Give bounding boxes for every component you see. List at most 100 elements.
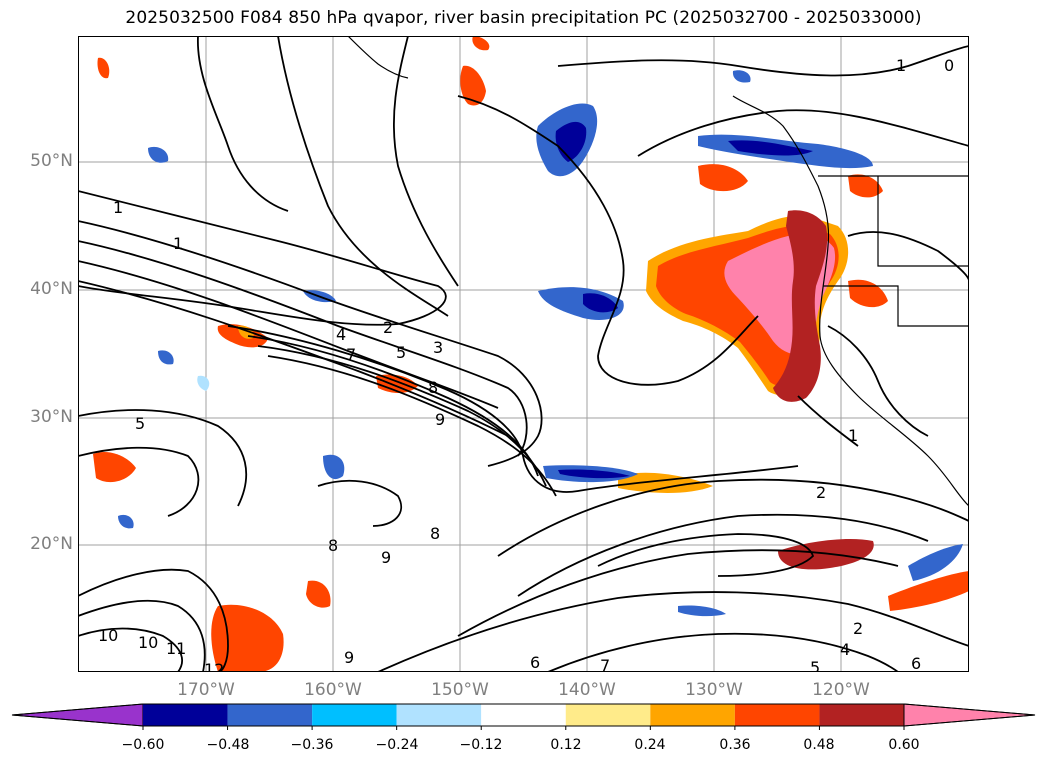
contour-label: 9 <box>435 410 446 429</box>
precip-patch <box>472 36 490 51</box>
lon-label: 160°W <box>304 680 362 700</box>
colorbar-cell <box>143 704 228 726</box>
colorbar-tick: 0.36 <box>719 737 751 753</box>
contour-label: 5 <box>396 343 407 362</box>
colorbar-cell <box>481 704 566 726</box>
lat-label: 20°N <box>30 534 73 554</box>
contour-label: 1 <box>896 56 907 75</box>
colorbar <box>11 703 1036 730</box>
colorbar-tick: 0.12 <box>550 737 582 753</box>
contour-label: 7 <box>600 656 611 672</box>
coastline-north-america <box>732 95 969 507</box>
contour-label: 5 <box>135 414 146 433</box>
map-panel: 0 1 1 1 1 2 2 2 3 4 4 5 5 5 6 6 7 7 8 8 … <box>78 36 969 672</box>
contour-west <box>78 446 200 517</box>
contour-1 <box>78 190 447 326</box>
contour-south <box>517 513 929 597</box>
precip-neg-core <box>558 469 630 479</box>
precip-patch <box>306 580 331 608</box>
colorbar-tick: 0.48 <box>803 737 835 753</box>
contour-upper <box>197 36 289 212</box>
colorbar-tick: −0.60 <box>121 737 165 753</box>
colorbar-tick: −0.24 <box>375 737 419 753</box>
contour-label: 3 <box>433 338 444 357</box>
lon-label: 130°W <box>685 680 743 700</box>
border-states <box>823 285 969 327</box>
colorbar-tick: 0.24 <box>634 737 666 753</box>
contour-south <box>377 591 969 672</box>
contour-coast <box>797 395 859 447</box>
contour-label: 8 <box>430 524 441 543</box>
map-svg <box>78 36 969 672</box>
precip-neg-patch <box>148 146 169 163</box>
contour-6 <box>257 345 547 487</box>
contour-9 <box>78 280 509 437</box>
contour-label: 12 <box>204 660 225 672</box>
coastline-alaska <box>347 36 409 79</box>
contour-south <box>497 478 969 557</box>
contour-4 <box>247 335 539 477</box>
contour-label: 10 <box>138 633 159 652</box>
lon-label: 120°W <box>812 680 870 700</box>
precip-neg-patch <box>158 350 174 365</box>
contour-12 <box>78 627 183 672</box>
contour-label: 2 <box>816 483 827 502</box>
precip-patch <box>848 174 883 198</box>
contour-label: 1 <box>173 234 184 253</box>
colorbar-cell <box>565 704 651 726</box>
precip-patch <box>888 571 969 611</box>
precip-neg-patch <box>323 454 345 480</box>
precip-neg-patch <box>118 514 134 529</box>
contour-3 <box>78 220 543 467</box>
lat-label: 30°N <box>30 407 73 427</box>
colorbar-extend-low <box>11 703 144 727</box>
precip-neg-patch <box>678 605 726 617</box>
contour-label: 4 <box>840 640 851 659</box>
contour-2 <box>227 325 799 493</box>
qvapor-contours <box>78 36 969 672</box>
colorbar-cells <box>11 703 1036 730</box>
colorbar-cell <box>819 704 904 726</box>
contour-label: 10 <box>98 626 119 645</box>
contour-south <box>457 549 899 637</box>
contour-upper <box>457 95 759 386</box>
precip-neg-patch <box>732 70 751 83</box>
precip-neg-patch <box>197 375 210 391</box>
border-states <box>877 176 969 267</box>
contour-8 <box>267 355 557 497</box>
lat-label: 40°N <box>30 279 73 299</box>
contour-upper <box>277 36 449 317</box>
contour-11 <box>78 599 206 672</box>
precip-neg-patch <box>908 544 963 581</box>
contour-label: 11 <box>166 639 187 658</box>
contour-7 <box>78 260 499 409</box>
contour-label: 1 <box>848 426 859 445</box>
graticule <box>78 36 969 672</box>
precip-neg-core <box>728 140 813 156</box>
colorbar-cell <box>650 704 735 726</box>
lat-label: 50°N <box>30 151 73 171</box>
contour-coast <box>847 231 969 282</box>
precip-patch <box>97 57 110 79</box>
lon-label: 140°W <box>558 680 616 700</box>
precip-neg-core <box>583 293 618 313</box>
contour-south <box>547 632 899 672</box>
contour-label: 6 <box>911 654 922 672</box>
lon-label: 150°W <box>431 680 489 700</box>
contour-label: 4 <box>336 325 347 344</box>
contour-south <box>597 533 815 577</box>
contour-label: 2 <box>853 619 864 638</box>
contour-upper <box>393 36 459 287</box>
contour-5 <box>78 240 528 457</box>
contour-label: 9 <box>381 548 392 567</box>
colorbar-cell <box>734 704 820 726</box>
colorbar-extend-high <box>903 703 1036 727</box>
precip-patch <box>460 65 486 106</box>
map-title: 2025032500 F084 850 hPa qvapor, river ba… <box>125 8 922 28</box>
contour-label: 1 <box>113 198 124 217</box>
precip-patch <box>376 374 418 393</box>
lon-label: 170°W <box>177 680 235 700</box>
precip-patch <box>93 451 136 483</box>
contour-label: 8 <box>428 378 439 397</box>
contour-label: 5 <box>810 658 821 672</box>
